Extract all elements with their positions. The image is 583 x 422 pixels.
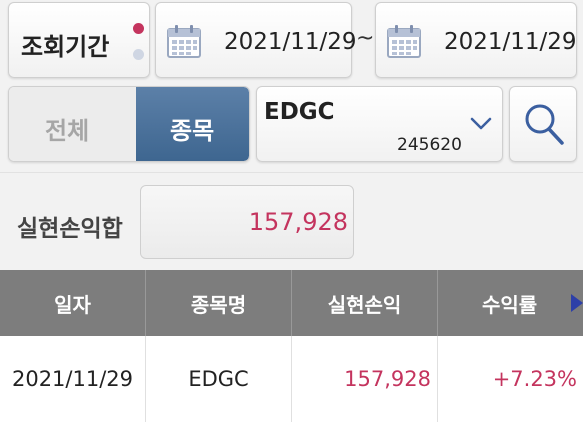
stock-code: 245620	[397, 135, 462, 155]
column-header-stock-name: 종목명	[146, 270, 292, 336]
summary-value: 157,928	[248, 208, 348, 236]
table-header: 일자 종목명 실현손익 수익률	[0, 270, 583, 336]
scope-item-button[interactable]: 종목	[136, 87, 249, 161]
date-to-picker[interactable]: 2021/11/29	[375, 2, 577, 78]
period-selector-button[interactable]: 조회기간	[8, 2, 150, 78]
search-icon	[525, 104, 564, 145]
calendar-icon	[167, 25, 201, 58]
date-from-value: 2021/11/29	[224, 29, 357, 55]
search-button[interactable]	[509, 86, 577, 162]
next-page-arrow-icon[interactable]	[571, 294, 583, 312]
cell-realized-pnl: 157,928	[292, 336, 438, 422]
column-header-return-rate: 수익률	[482, 292, 538, 317]
stock-selector-dropdown[interactable]: EDGC 245620	[256, 86, 503, 162]
scope-segmented-control: 전체 종목	[8, 86, 250, 162]
column-header-date: 일자	[0, 270, 146, 336]
date-from-picker[interactable]: 2021/11/29	[155, 2, 357, 78]
cell-return-rate: +7.23%	[492, 367, 577, 391]
chevron-down-icon	[470, 117, 492, 130]
calendar-icon	[387, 25, 421, 58]
table-row[interactable]: 2021/11/29 EDGC 157,928 +7.23%	[0, 336, 583, 422]
date-to-value: 2021/11/29	[444, 29, 577, 55]
cell-stock-name: EDGC	[146, 336, 292, 422]
summary-label: 실현손익합	[17, 216, 123, 242]
stock-name: EDGC	[264, 99, 335, 125]
summary-value-box: 157,928	[140, 185, 354, 259]
scope-all-label: 전체	[45, 117, 90, 145]
period-indicator-active	[133, 23, 144, 34]
scope-item-label: 종목	[170, 117, 215, 145]
cell-date: 2021/11/29	[0, 336, 146, 422]
date-separator: ~	[356, 26, 375, 51]
realized-pnl-summary: 실현손익합 157,928	[0, 172, 583, 270]
column-header-realized-pnl: 실현손익	[292, 270, 438, 336]
period-label: 조회기간	[21, 33, 110, 61]
period-indicator-inactive	[133, 49, 144, 60]
scope-all-button[interactable]: 전체	[9, 87, 136, 161]
